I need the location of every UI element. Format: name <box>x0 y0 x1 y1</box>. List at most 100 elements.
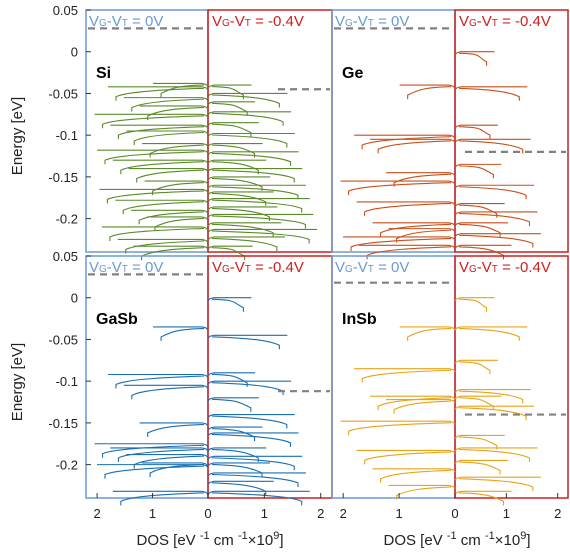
dos-level-left <box>112 159 209 175</box>
y-tick-label: 0 <box>71 291 78 306</box>
dos-level-right <box>207 151 299 166</box>
y-tick-label: -0.15 <box>48 170 78 185</box>
x-tick-label-left: 1 <box>395 506 402 521</box>
dos-level-right <box>454 184 535 200</box>
dos-level-right <box>454 476 541 492</box>
dos-level-right <box>454 86 528 101</box>
dos-level-right <box>454 163 502 179</box>
left-frame <box>331 9 456 253</box>
dos-level-left <box>142 142 209 158</box>
panel-ge: VG-VT = 0V VG-VT = -0.4V Ge <box>331 9 569 260</box>
y-tick-label: -0.15 <box>48 416 78 431</box>
dos-level-left <box>96 149 209 165</box>
x-axis-title-left: DOS [eV -1 cm -1×109] <box>136 530 283 549</box>
dos-level-right <box>454 297 495 312</box>
dos-level-right <box>207 92 288 108</box>
y-tick-label: 0.05 <box>53 249 78 264</box>
dos-level-right <box>207 159 267 175</box>
dos-level-right <box>207 447 267 462</box>
dos-level-right <box>454 124 498 140</box>
dos-level-right <box>207 84 252 100</box>
dos-level-left <box>94 443 209 458</box>
dos-level-right <box>454 388 531 404</box>
dos-level-right <box>207 122 259 137</box>
dos-level-right <box>454 222 509 237</box>
dos-level-right <box>454 326 528 341</box>
dos-level-left <box>356 201 456 216</box>
dos-level-right <box>454 233 541 248</box>
bias-label: VG-VT = -0.4V <box>459 13 551 30</box>
bias-label: VG-VT = -0.4V <box>212 259 304 276</box>
x-tick-label-right: 1 <box>261 506 268 521</box>
material-label: GaSb <box>96 311 138 328</box>
left-frame <box>331 255 456 499</box>
dos-level-left <box>354 134 456 150</box>
y-tick-label: -0.1 <box>56 374 78 389</box>
bias-label: VG-VT = 0V <box>89 259 163 276</box>
dos-level-left <box>128 168 209 183</box>
dos-level-left <box>110 447 209 462</box>
y-tick-label: 0 <box>71 45 78 60</box>
y-axis-title-top: Energy [eV] <box>9 97 26 175</box>
dos-level-right <box>207 490 310 506</box>
dos-level-left <box>343 236 456 251</box>
panel-insb: VG-VT = 0V VG-VT = -0.4V InSb 2 1 0 1 2 <box>331 255 569 521</box>
dos-level-left <box>153 326 209 341</box>
panel-si: 0.05 0 -0.05 -0.1 -0.15 -0.2 VG-VT = 0V VG-VT =… <box>48 3 333 261</box>
dos-level-right <box>207 228 318 244</box>
y-axis-title-bottom: Energy [eV] <box>9 343 26 421</box>
x-tick-label-left: 0 <box>451 506 458 521</box>
dos-level-right <box>207 380 292 396</box>
bias-label: VG-VT = 0V <box>335 259 409 276</box>
dos-level-left <box>153 82 209 98</box>
right-frame <box>454 9 569 253</box>
dos-level-left <box>399 84 456 100</box>
x-tick-label-right: 1 <box>503 506 510 521</box>
dos-level-right <box>207 397 259 412</box>
y-tick-label: -0.05 <box>48 332 78 347</box>
y-tick-label: -0.05 <box>48 86 78 101</box>
y-axis-label-bottom: Energy [eV] <box>9 343 26 421</box>
dos-level-right <box>207 414 295 429</box>
dos-level-left <box>386 398 456 414</box>
dos-level-left <box>354 368 456 383</box>
right-frame <box>207 9 333 253</box>
dos-level-left <box>139 105 209 120</box>
dos-level-right <box>207 132 295 148</box>
dos-level-right <box>454 51 495 66</box>
y-tick-label: 0.05 <box>53 3 78 18</box>
dos-level-right <box>207 236 285 251</box>
dos-level-right <box>454 211 538 226</box>
x-tick-label-left: 1 <box>149 506 156 521</box>
bias-label: VG-VT = 0V <box>335 13 409 30</box>
dos-level-right <box>454 203 505 218</box>
dos-level-left <box>359 244 456 260</box>
x-tick-label-right: 2 <box>554 506 561 521</box>
dos-level-right <box>207 142 263 158</box>
dos-level-right <box>207 432 299 447</box>
panels-group: 0.050-0.05-0.1-0.15-0.2VG-VT = 0V VG-VT =… <box>48 3 569 521</box>
dos-level-left <box>388 228 456 243</box>
dos-level-right <box>207 206 278 221</box>
dos-level-right <box>454 405 535 421</box>
dos-level-right <box>454 459 509 475</box>
dos-level-right <box>207 472 306 487</box>
y-tick-label: -0.2 <box>56 212 78 227</box>
dos-level-left <box>372 468 456 483</box>
dos-level-right <box>454 434 505 450</box>
dos-level-left <box>115 199 209 215</box>
material-label: Ge <box>342 65 363 82</box>
dos-level-left <box>123 384 209 400</box>
dos-level-left <box>370 138 456 154</box>
dos-level-left <box>340 420 456 436</box>
dos-level-right <box>207 334 288 350</box>
x-axis-title-right: DOS [eV -1 cm -1×109] <box>383 530 530 549</box>
dos-level-left <box>117 238 209 254</box>
dos-level-right <box>207 168 303 183</box>
dos-level-left <box>372 222 456 237</box>
dos-level-right <box>207 176 270 191</box>
dos-level-right <box>207 198 310 213</box>
x-tick-label-left: 0 <box>204 506 211 521</box>
y-tick-label: -0.2 <box>56 458 78 473</box>
dos-level-right <box>207 297 252 312</box>
